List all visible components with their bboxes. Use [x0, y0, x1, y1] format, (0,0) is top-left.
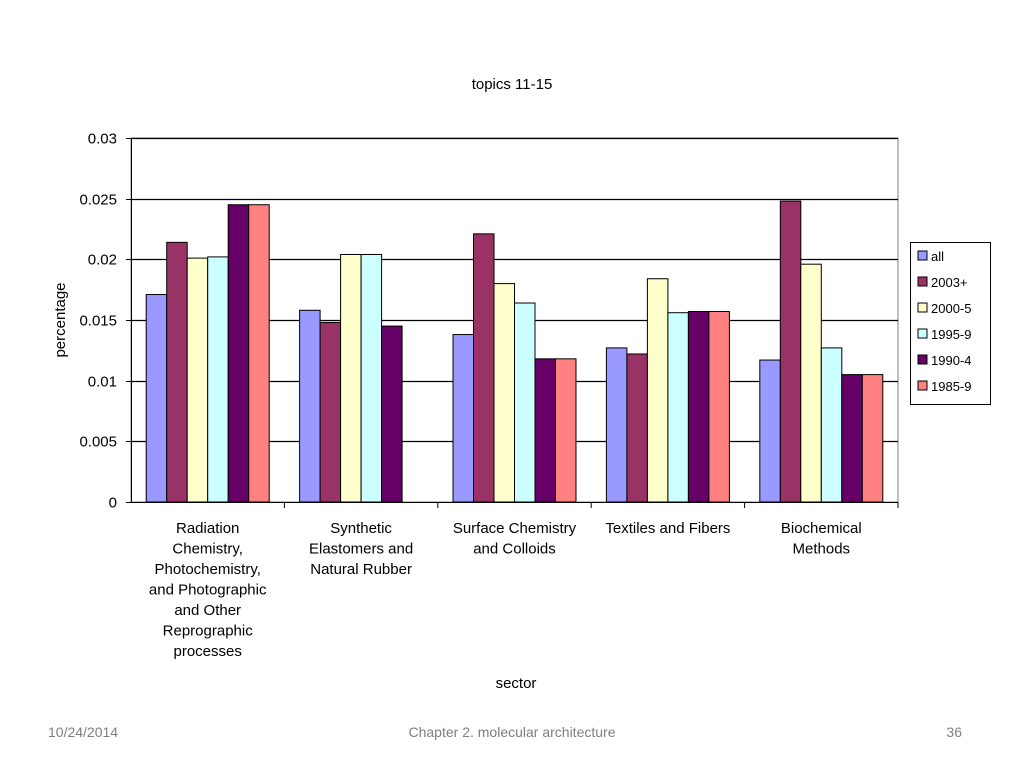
x-tick-label: Biochemical Methods — [781, 520, 862, 558]
legend-swatch — [917, 276, 928, 287]
x-tick-label-line: processes — [174, 643, 242, 660]
bar — [861, 374, 884, 503]
legend-swatch — [917, 302, 928, 313]
bar — [646, 278, 669, 503]
bar — [605, 347, 628, 503]
bar — [534, 358, 556, 503]
x-tick-label-line: Surface Chemistry — [453, 520, 577, 537]
y-tick-label: 0.005 — [79, 434, 117, 451]
bar — [759, 359, 781, 503]
x-tick-label-line: Chemistry, — [172, 541, 243, 558]
legend-label: 2003+ — [931, 275, 968, 290]
x-tick-label-line: Biochemical — [781, 520, 862, 537]
bar — [360, 253, 383, 503]
bar — [555, 358, 577, 503]
x-tick-label: Synthetic Elastomers and Natural Rubber — [309, 520, 413, 578]
x-tick-label: Textiles and Fibers — [605, 520, 730, 537]
legend-swatch — [917, 354, 928, 365]
x-tick-label-line: Photochemistry, — [154, 561, 260, 578]
x-tick-label-line: Radiation — [176, 520, 239, 537]
x-axis-label: sector — [496, 675, 537, 692]
bar — [820, 347, 843, 503]
x-tick-label-line: and Colloids — [473, 541, 556, 558]
legend-label: 1995-9 — [931, 327, 971, 342]
y-tick-label: 0.02 — [88, 252, 117, 269]
bar — [626, 353, 648, 503]
x-tick-label: Surface Chemistry and Colloids — [453, 520, 577, 558]
footer-date: 10/24/2014 — [48, 724, 119, 740]
legend-label: 2000-5 — [931, 301, 971, 316]
bar — [841, 374, 863, 503]
x-tick-label-line: Reprographic — [163, 623, 254, 640]
bar — [514, 302, 536, 503]
bar — [800, 263, 822, 503]
bar — [687, 311, 710, 503]
bar — [248, 204, 270, 503]
x-tick-label: Radiation Chemistry, Photochemistry, and Ph… — [149, 520, 267, 660]
x-tick-label-line: Synthetic — [330, 520, 392, 537]
y-tick-label: 0.01 — [88, 374, 117, 391]
y-tick-label: 0.03 — [88, 131, 117, 148]
y-tick-label: 0.015 — [79, 313, 117, 330]
y-tick-label: 0 — [109, 495, 117, 512]
bar — [493, 283, 515, 503]
legend-swatch — [917, 328, 928, 339]
legend — [910, 242, 991, 405]
x-tick-label-line: Methods — [793, 541, 851, 558]
bar — [340, 253, 362, 503]
bar — [227, 204, 250, 503]
x-tick-label-line: and Other — [174, 602, 241, 619]
x-tick-label-line: and Photographic — [149, 582, 267, 599]
bar — [708, 311, 730, 503]
page-number: 36 — [946, 724, 962, 740]
bar — [145, 294, 168, 503]
bar — [207, 256, 229, 503]
bar — [166, 241, 188, 503]
bar — [452, 334, 474, 503]
y-axis-label: percentage — [52, 282, 69, 357]
footer-title: Chapter 2. molecular architecture — [408, 724, 616, 740]
x-tick-label-line: Elastomers and — [309, 541, 413, 558]
bar — [186, 257, 209, 503]
legend-label: 1985-9 — [931, 379, 971, 394]
bar — [299, 309, 321, 503]
legend-swatch — [917, 380, 928, 391]
bar — [667, 312, 689, 503]
chart-title: topics 11-15 — [472, 76, 553, 93]
bar — [381, 325, 403, 503]
legend-label: all — [931, 249, 944, 264]
x-tick-label-line: Textiles and Fibers — [605, 520, 730, 537]
x-tick-label-line: Natural Rubber — [310, 561, 412, 578]
legend-label: 1990-4 — [931, 353, 971, 368]
bar — [779, 200, 802, 503]
bar — [473, 233, 495, 503]
legend-swatch — [917, 250, 928, 261]
y-tick-label: 0.025 — [79, 192, 117, 209]
bar — [319, 321, 342, 503]
